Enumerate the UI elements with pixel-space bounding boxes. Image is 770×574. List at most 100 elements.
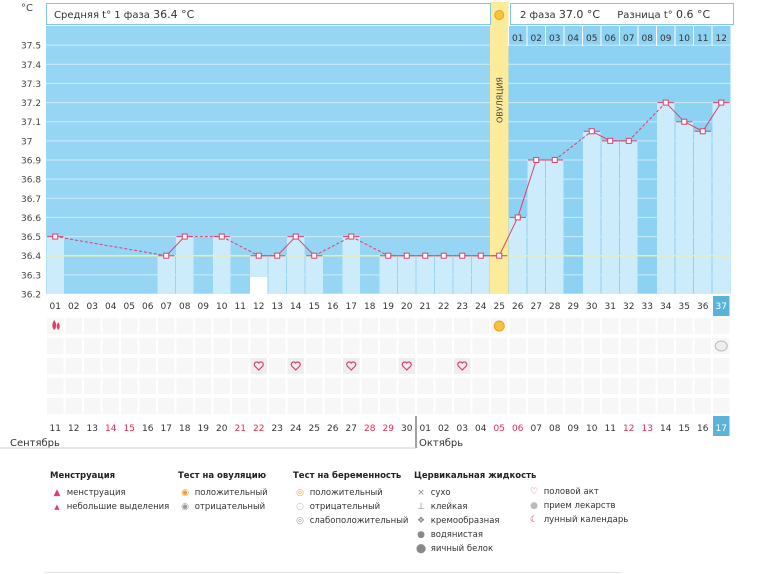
marker-cell xyxy=(398,378,415,394)
marker-cell xyxy=(639,358,656,374)
legend-divider xyxy=(44,572,622,573)
marker-cell xyxy=(269,318,286,334)
marker-cell xyxy=(176,358,193,374)
temperature-point xyxy=(348,233,355,240)
marker-cell xyxy=(139,398,156,414)
pregnancy-weak-icon: ◎ xyxy=(296,516,304,526)
date-label: 03 xyxy=(457,424,468,434)
cycle-day-label: 10 xyxy=(216,302,228,312)
marker-cell xyxy=(84,358,101,374)
temperature-point xyxy=(459,252,466,259)
marker-cell xyxy=(528,378,545,394)
legend-item: ● водянистая xyxy=(414,528,536,542)
marker-cell xyxy=(65,378,82,394)
temperature-point xyxy=(181,233,188,240)
temperature-bar xyxy=(472,255,490,294)
phase1-summary: Средняя t° 1 фаза 36.4 °C xyxy=(46,3,491,25)
marker-cell xyxy=(121,378,138,394)
marker-cell xyxy=(694,358,711,374)
marker-cell xyxy=(417,398,434,414)
marker-cell xyxy=(65,318,82,334)
light-discharge-icon: ▲ xyxy=(54,503,60,511)
marker-cell xyxy=(509,318,526,334)
marker-cell xyxy=(47,378,64,394)
marker-cell xyxy=(139,318,156,334)
marker-cell xyxy=(139,338,156,354)
temperature-point xyxy=(514,214,521,221)
pregnancy-negative-icon: ○ xyxy=(296,502,304,512)
cycle-day-label: 26 xyxy=(512,302,524,312)
legend-label: половой акт xyxy=(543,487,599,497)
legend-menstruation: Менструация ▲ менструация ▲ небольшие вы… xyxy=(50,471,169,514)
temperature-chart: ОВУЛЯЦИЯ 36.2 36.3 36.4 36.5 36.6 36.7 36.8 36.9… xyxy=(0,2,731,449)
marker-cell xyxy=(84,338,101,354)
intercourse-icon: ♡ xyxy=(529,487,539,497)
marker-cell xyxy=(417,318,434,334)
marker-cell xyxy=(639,338,656,354)
marker-cell xyxy=(491,338,508,354)
temperature-point xyxy=(625,137,632,144)
y-tick-label: 36.8 xyxy=(21,176,41,186)
temperature-bar xyxy=(46,236,64,294)
cycle-day-label: 04 xyxy=(105,302,117,312)
phase2-day-label: 08 xyxy=(642,34,654,44)
marker-cell xyxy=(472,398,489,414)
marker-cell xyxy=(361,318,378,334)
date-label: 23 xyxy=(272,424,283,434)
marker-cell xyxy=(269,378,286,394)
legend-pregnancy-test: Тест на беременность ◎ положительный ○ о… xyxy=(293,471,408,528)
temperature-bar xyxy=(546,160,564,294)
y-tick-label: 36.3 xyxy=(21,271,41,281)
marker-cell xyxy=(509,398,526,414)
marker-cell xyxy=(158,338,175,354)
temperature-point xyxy=(422,252,429,259)
marker-cell xyxy=(583,378,600,394)
date-label: 12 xyxy=(623,424,634,434)
temperature-segment xyxy=(221,236,259,257)
legend-label: клейкая xyxy=(430,502,468,512)
temperature-point xyxy=(255,252,262,259)
marker-cell xyxy=(565,338,582,354)
marker-cell xyxy=(713,318,730,334)
marker-cell xyxy=(620,398,637,414)
marker-cell xyxy=(435,398,452,414)
marker-cell xyxy=(158,318,175,334)
marker-cell xyxy=(213,338,230,354)
cycle-day-label: 17 xyxy=(346,302,357,312)
date-label: 29 xyxy=(383,424,395,434)
temperature-bar xyxy=(268,255,286,294)
y-tick-label: 36.7 xyxy=(21,195,41,205)
marker-cell xyxy=(657,338,674,354)
marker-cell xyxy=(509,338,526,354)
legend-item: ◉ отрицательный xyxy=(178,500,268,514)
temperature-point xyxy=(681,118,688,125)
month-label: Сентябрь xyxy=(10,438,60,449)
legend-item: ☾ лунный календарь xyxy=(527,513,628,527)
temperature-point xyxy=(588,128,595,135)
marker-cell xyxy=(195,398,212,414)
temperature-segment xyxy=(684,121,703,132)
cycle-day-label: 31 xyxy=(605,302,616,312)
temperature-point xyxy=(718,99,725,106)
date-label: 19 xyxy=(198,424,210,434)
legend-item: ▲ менструация xyxy=(50,486,169,500)
legend-label: слабоположительный xyxy=(309,516,409,526)
marker-cell xyxy=(84,378,101,394)
temperature-point xyxy=(477,252,484,259)
legend-label: кремообразная xyxy=(430,516,500,526)
legend-item: ◉ положительный xyxy=(178,486,268,500)
marker-cell xyxy=(491,378,508,394)
sticky-icon: ⊥ xyxy=(417,502,425,512)
intercourse-cell xyxy=(343,358,360,374)
temperature-segment xyxy=(295,236,315,257)
marker-cell xyxy=(694,318,711,334)
lunar-icon: ☾ xyxy=(529,515,539,525)
temperature-bar xyxy=(601,140,619,294)
date-label: 14 xyxy=(660,424,672,434)
temperature-point xyxy=(52,233,59,240)
marker-cell xyxy=(250,398,267,414)
temperature-point xyxy=(440,252,447,259)
legend-label: отрицательный xyxy=(309,502,381,512)
legend-label: лунный календарь xyxy=(543,515,629,525)
temperature-bar xyxy=(342,236,360,294)
